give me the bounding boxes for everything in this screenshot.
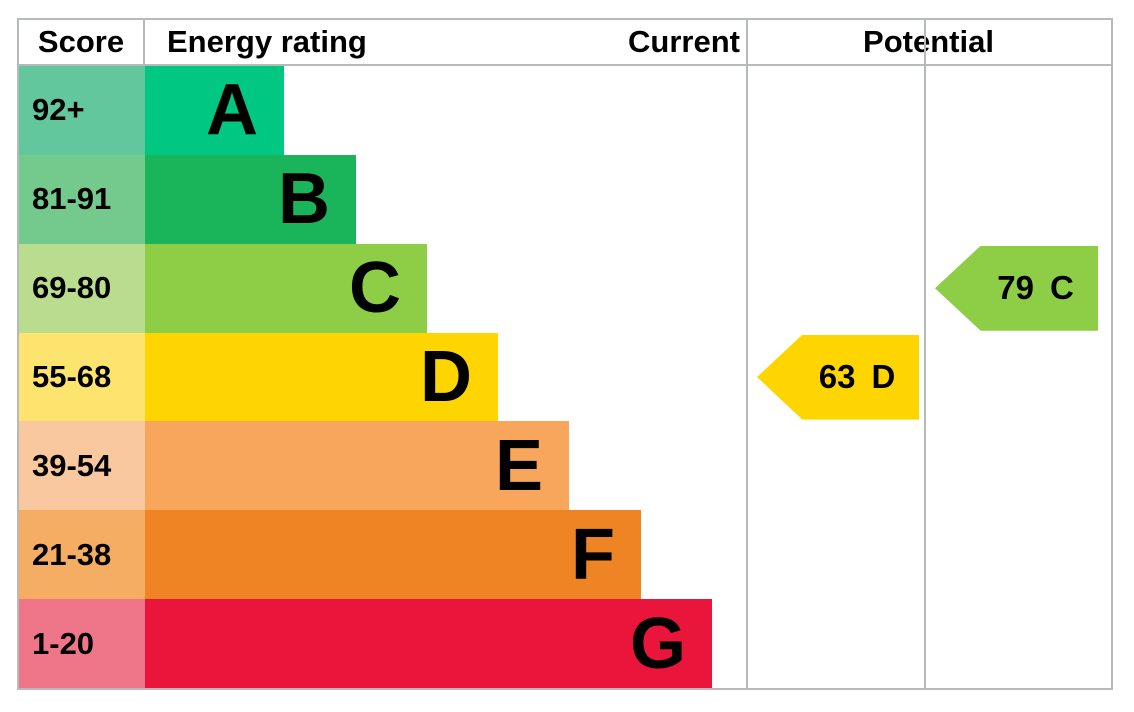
band-row-C: 69-80 C bbox=[19, 243, 1111, 333]
potential-rating-band: C bbox=[1049, 269, 1074, 307]
band-row-E: 39-54 E bbox=[19, 421, 1111, 511]
band-letter-G: G bbox=[629, 603, 686, 684]
band-rows: 92+ A 81-91 B 69-80 C 55-68 D 39-54 E 21-38 F 1-20 G bbox=[19, 66, 1111, 689]
band-bar-B: B bbox=[145, 154, 356, 244]
band-bar-D: D bbox=[145, 332, 498, 422]
band-row-F: 21-38 F bbox=[19, 510, 1111, 600]
current-rating-band: D bbox=[871, 358, 896, 396]
score-range-G: 1-20 bbox=[19, 599, 145, 689]
current-column-header: Current bbox=[628, 24, 740, 59]
score-column-header: Score bbox=[19, 20, 145, 64]
band-letter-C: C bbox=[349, 248, 401, 329]
band-letter-B: B bbox=[278, 159, 330, 240]
score-range-B: 81-91 bbox=[19, 154, 145, 244]
band-bar-G: G bbox=[145, 599, 712, 689]
score-range-D: 55-68 bbox=[19, 332, 145, 422]
band-bar-A: A bbox=[145, 66, 284, 155]
potential-column-header: Potential bbox=[863, 24, 994, 59]
band-row-A: 92+ A bbox=[19, 66, 1111, 155]
band-bar-E: E bbox=[145, 421, 569, 511]
band-row-B: 81-91 B bbox=[19, 154, 1111, 244]
band-row-G: 1-20 G bbox=[19, 599, 1111, 689]
score-range-E: 39-54 bbox=[19, 421, 145, 511]
score-range-F: 21-38 bbox=[19, 510, 145, 600]
band-row-D: 55-68 D bbox=[19, 332, 1111, 422]
band-bar-F: F bbox=[145, 510, 641, 600]
potential-rating-value: 79 bbox=[997, 269, 1034, 307]
band-letter-F: F bbox=[571, 514, 615, 595]
chart-header-row: Score Energy rating Current Potential bbox=[19, 20, 1111, 66]
score-range-C: 69-80 bbox=[19, 243, 145, 333]
band-letter-A: A bbox=[206, 70, 258, 151]
band-letter-E: E bbox=[494, 425, 543, 506]
current-column-divider bbox=[746, 20, 748, 688]
band-letter-D: D bbox=[420, 337, 472, 417]
potential-column-divider bbox=[924, 20, 926, 688]
score-range-A: 92+ bbox=[19, 66, 145, 155]
epc-rating-chart: Score Energy rating Current Potential 92… bbox=[17, 18, 1113, 690]
energy-rating-column-header: Energy rating bbox=[167, 24, 367, 59]
band-bar-C: C bbox=[145, 243, 427, 333]
current-rating-value: 63 bbox=[818, 358, 856, 396]
